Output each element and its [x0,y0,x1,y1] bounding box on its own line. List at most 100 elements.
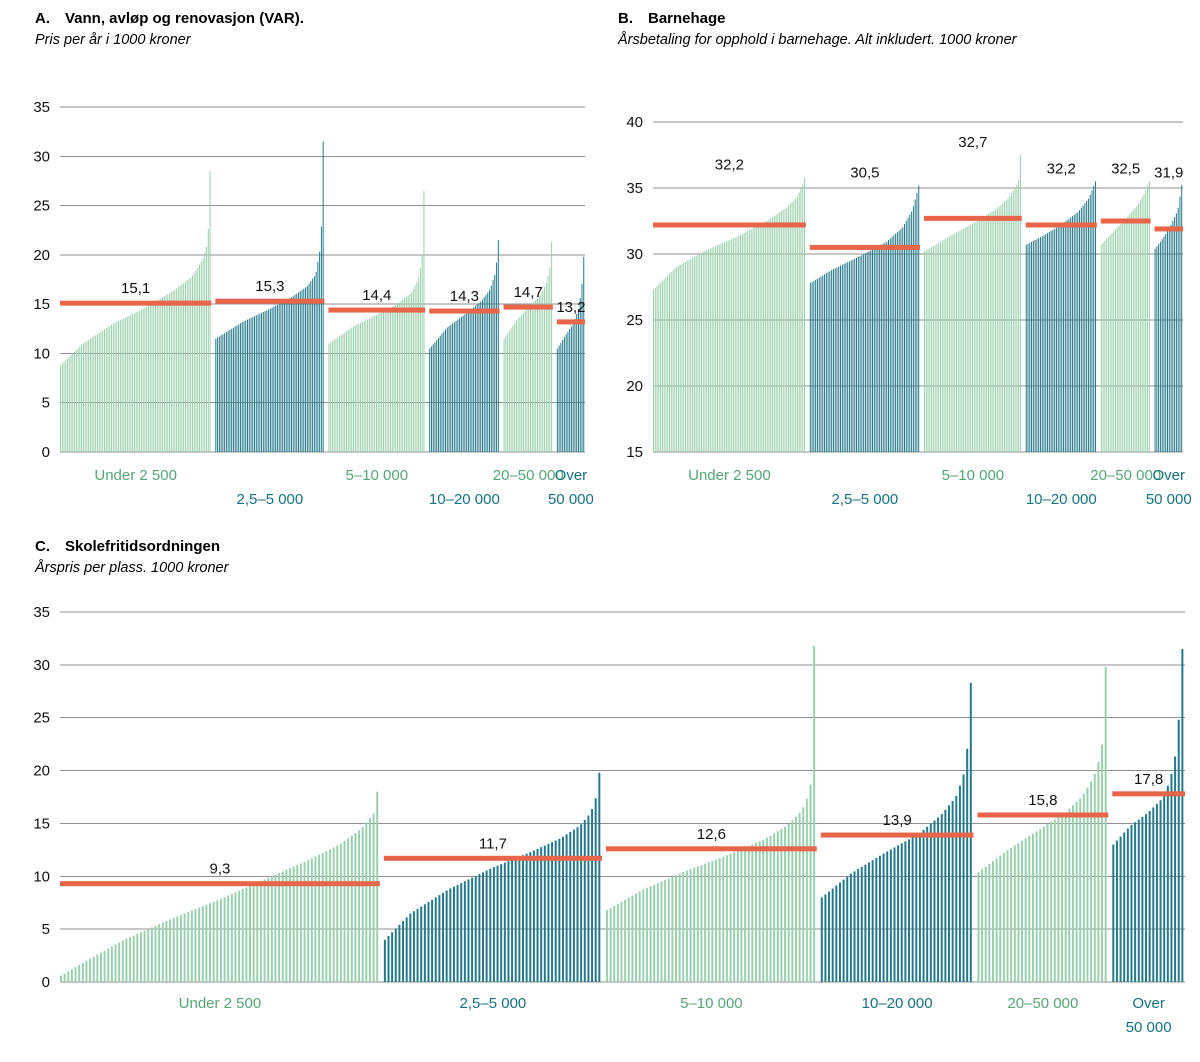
distribution-bar [505,336,507,452]
distribution-bar [434,897,437,982]
distribution-bar [474,305,476,452]
distribution-bar [322,141,324,452]
distribution-bar [330,342,332,452]
distribution-bar [533,301,535,452]
distribution-bar [724,242,726,452]
distribution-bar [353,326,355,452]
distribution-bar [635,893,638,982]
distribution-bar [1177,207,1179,452]
distribution-bar [1047,233,1049,452]
distribution-bar [580,824,583,982]
distribution-bar [879,245,881,452]
distribution-bar [824,274,826,452]
bar-group-Over-50-000 [1112,649,1184,982]
distribution-bar [565,334,567,452]
distribution-bar [1019,155,1021,452]
distribution-bar [303,288,305,452]
distribution-bar [365,320,367,452]
distribution-bar [909,214,911,452]
distribution-bar [382,311,384,452]
group-label: 5–10 000 [942,467,1005,484]
distribution-bar [1031,241,1033,452]
distribution-bar [536,848,539,982]
group-label: 50 000 [1146,491,1192,508]
distribution-bar [169,919,172,982]
y-tick-label: 25 [33,198,50,215]
distribution-bar [551,842,554,982]
mean-value-label: 14,3 [450,288,479,305]
distribution-bar [569,831,572,982]
distribution-bar [290,297,292,452]
distribution-bar [93,336,95,452]
distribution-bar [1034,240,1036,452]
bar-group-20-50-000 [977,666,1107,982]
distribution-bar [1012,190,1014,453]
distribution-bar [354,325,356,452]
distribution-bar [264,311,266,452]
distribution-bar [119,320,121,452]
distribution-bar [463,881,466,982]
chart-B-canvas: 15 20 25 30 35 40 32,2 Under 2 500 30,5 2,5–5 000… [626,114,1192,508]
distribution-bar [824,894,827,982]
group-label: Under 2 500 [179,995,262,1012]
distribution-bar [605,910,608,982]
distribution-bar [940,814,943,982]
distribution-bar [704,863,707,982]
distribution-bar [409,913,412,982]
distribution-bar [715,245,717,452]
distribution-bar [765,837,768,982]
mean-value-label: 13,2 [556,299,585,316]
distribution-bar [201,906,204,982]
distribution-bar [551,242,553,452]
distribution-bar [188,278,190,452]
distribution-bar [779,212,781,452]
distribution-bar [733,852,736,982]
mean-value-label: 30,5 [850,164,879,181]
distribution-bar [1055,227,1057,452]
distribution-bar [1106,238,1108,452]
distribution-bar [96,334,98,452]
distribution-bar [1043,235,1045,452]
distribution-bar [1053,819,1056,982]
distribution-bar [964,227,966,452]
distribution-bar [709,248,711,452]
distribution-bar [336,845,339,982]
distribution-bar [423,190,425,453]
distribution-bar [1041,236,1043,452]
distribution-bar [911,211,913,452]
distribution-bar [702,251,704,452]
distribution-bar [111,324,113,452]
distribution-bar [1017,843,1020,982]
distribution-bar [490,285,492,452]
distribution-bar [200,261,202,452]
distribution-bar [973,222,975,452]
distribution-bar [638,891,641,982]
distribution-bar [172,917,175,982]
distribution-bar [847,262,849,452]
distribution-bar [487,292,489,452]
distribution-bar [873,248,875,452]
distribution-bar [1071,216,1073,452]
distribution-bar [744,847,747,982]
distribution-bar [933,820,936,982]
mean-value-label: 15,1 [121,280,150,297]
distribution-bar [276,304,278,452]
bar-group-10-20-000 [820,682,972,982]
distribution-bar [151,303,153,452]
mean-value-label: 12,6 [697,826,726,843]
distribution-bar [1084,203,1086,452]
group-label: Over [1132,995,1165,1012]
distribution-bar [757,225,759,452]
distribution-bar [61,363,63,452]
distribution-bar [147,305,149,452]
distribution-bar [177,286,179,452]
distribution-bar [685,870,688,982]
distribution-bar [301,289,303,452]
bar-group-Over-50-000 [1154,185,1183,453]
distribution-bar [190,910,193,982]
distribution-bar [481,299,483,452]
distribution-bar [343,840,346,982]
distribution-bar [155,301,157,452]
distribution-bar [489,868,492,982]
distribution-bar [667,275,669,452]
